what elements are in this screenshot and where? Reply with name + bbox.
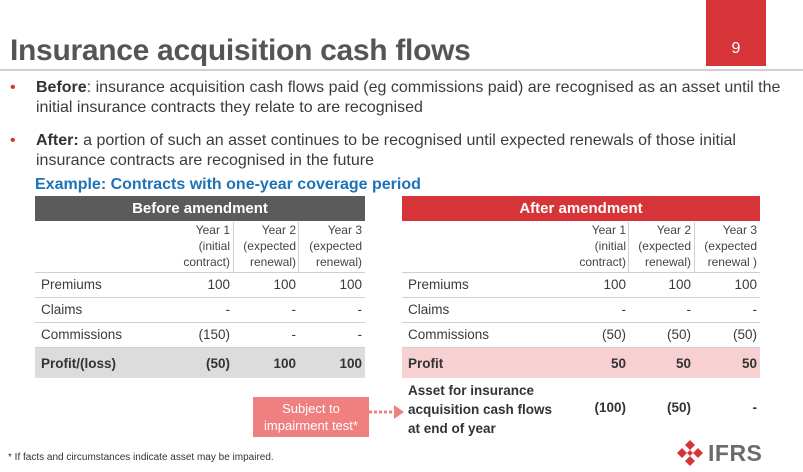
row-divider <box>402 347 760 348</box>
example-heading: Example: Contracts with one-year coverag… <box>35 176 421 193</box>
row-divider <box>35 322 365 323</box>
ifrs-logo-text: IFRS <box>708 439 763 466</box>
ifrs-logo: IFRS <box>676 437 792 469</box>
before-col-year3: Year 3 (expected renewal) <box>309 223 362 269</box>
after-total-row-band <box>402 348 760 378</box>
page-number: 9 <box>706 0 766 66</box>
after-col-year3: Year 3 (expected renewal ) <box>704 223 757 269</box>
column-divider <box>628 222 629 272</box>
bullet-text: : insurance acquisition cash flows paid … <box>36 79 781 116</box>
after-col-year1: Year 1 (initial contract) <box>579 223 626 269</box>
row-divider <box>402 272 760 273</box>
bullet-dot-icon: • <box>10 79 16 96</box>
before-table-header: Before amendment <box>35 196 365 221</box>
after-col-year2: Year 2 (expected renewal) <box>638 223 691 269</box>
slide-title: Insurance acquisition cash flows <box>10 34 471 67</box>
column-divider <box>298 222 299 272</box>
column-divider <box>233 222 234 272</box>
row-divider <box>35 272 365 273</box>
bullet-text: a portion of such an asset continues to … <box>36 132 736 169</box>
arrow-right-icon <box>369 405 404 419</box>
ifrs-logo-mark-icon <box>677 440 703 466</box>
after-table-header: After amendment <box>402 196 760 221</box>
title-divider <box>0 69 803 71</box>
row-divider <box>402 322 760 323</box>
row-divider <box>402 297 760 298</box>
bullet-dot-icon: • <box>10 132 16 149</box>
row-divider <box>35 297 365 298</box>
before-col-year1: Year 1 (initial contract) <box>183 223 230 269</box>
column-divider <box>694 222 695 272</box>
row-divider <box>35 347 365 348</box>
impairment-callout: Subject to impairment test* <box>253 397 369 437</box>
before-col-year2: Year 2 (expected renewal) <box>243 223 296 269</box>
footnote: * If facts and circumstances indicate as… <box>8 452 274 463</box>
before-total-row-band <box>35 348 365 378</box>
bullet-lead: After: <box>36 132 79 149</box>
bullet-lead: Before <box>36 79 87 96</box>
